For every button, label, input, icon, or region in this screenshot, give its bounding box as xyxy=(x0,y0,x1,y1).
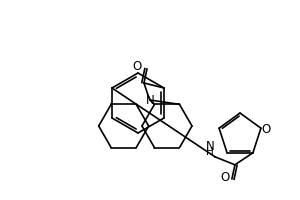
Text: H: H xyxy=(206,147,214,157)
Text: N: N xyxy=(206,140,214,153)
Text: N: N xyxy=(146,94,154,106)
Text: O: O xyxy=(261,123,271,136)
Text: O: O xyxy=(220,171,230,184)
Text: O: O xyxy=(132,60,142,73)
